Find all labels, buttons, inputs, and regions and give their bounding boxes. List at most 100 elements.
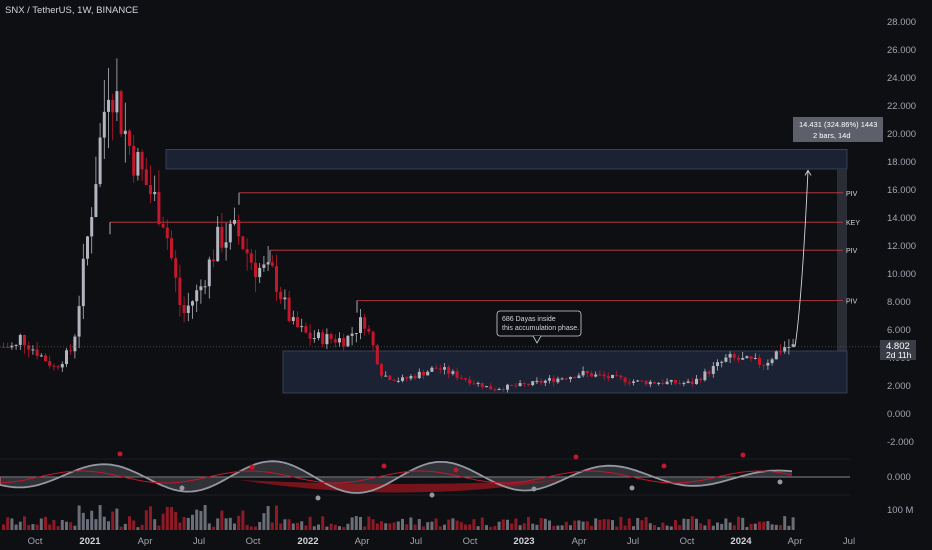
oscillator-signal-dot [179,485,185,491]
volume-bar [774,524,778,530]
volume-bar [430,521,434,530]
volume-bar [329,523,333,530]
volume-bar [296,522,299,530]
candle-body [674,380,677,384]
volume-bar [321,516,325,530]
volume-bar [514,518,518,530]
measure-box [793,117,883,142]
projection-arrowhead [804,169,812,176]
price-axis[interactable]: 28.000 26.000 24.000 22.000 20.000 18.000 16.0… [887,17,916,516]
symbol-title: SNX / TetherUS, 1W, BINANCE [5,5,138,16]
candle-body [455,371,459,378]
current-price-label: 4.802 [886,341,910,352]
candle-body [266,262,270,265]
candle-body [182,304,186,313]
candle-body [779,351,782,353]
oscillator-signal-dot [629,485,635,491]
oscillator-signal-dot [315,495,321,501]
candle-body [388,375,392,380]
candle-body [186,305,190,313]
candle-body [720,361,724,363]
oscillator-pane [0,451,850,501]
volume-bar [241,510,245,530]
time-tick: Apr [572,536,587,547]
oscillator-signal-dot [117,451,123,457]
time-axis[interactable]: Oct 2021 Apr Jul Oct 2022 Apr Jul Oct 2023 Apr Jul O… [28,536,855,547]
candle-body [73,336,77,352]
volume-bar [606,519,610,530]
candle-body [308,332,312,339]
volume-bar [501,519,505,530]
candle-body [497,389,501,391]
candle-body [140,151,144,170]
candle-body [191,301,194,306]
volume-bar [636,518,640,530]
volume-bar [346,523,350,530]
volume-bar [212,526,215,530]
candle-body [56,366,60,368]
volume-bar [787,525,791,530]
time-tick: Oct [28,536,43,547]
candle-body [783,347,787,352]
volume-bar [392,522,396,530]
candle-body [623,377,627,383]
volume-bar [758,521,761,530]
volume-bar [409,517,413,530]
candle-body [233,219,236,224]
zone-bridge [837,169,847,351]
oscillator-signal-dot [531,486,537,492]
volume-bar [14,524,18,530]
volume-bar [86,519,89,530]
candle-body [98,137,102,185]
candle-body [178,277,182,305]
volume-bar [73,525,77,530]
volume-bar [35,524,39,530]
candle-body [384,375,388,377]
volume-bar [2,524,5,530]
volume-bar [56,526,60,530]
volume-bar [304,525,308,530]
candle-body [611,374,614,379]
volume-bar [380,521,383,530]
oscillator-signal-dot [381,463,387,469]
candle-body [228,223,232,243]
price-tick: 16.000 [887,185,916,196]
candle-body [724,357,728,362]
candle-body [359,317,362,333]
candle-body [199,286,203,291]
volume-bar [102,516,106,530]
volume-bar [657,527,661,530]
countdown-label: 2d 11h [886,350,912,360]
volume-bar [443,524,446,530]
volume-bar [39,518,43,530]
volume-bar [308,516,312,530]
candle-body [392,379,396,381]
volume-bar [283,519,287,530]
volume-bar [388,523,392,530]
annotations-layer [0,169,880,348]
volume-bar [485,525,488,530]
candle-body [346,335,350,347]
candle-body [430,367,434,372]
volume-bar [518,525,522,530]
candle-body [296,317,299,327]
price-tick: 0.000 [887,409,911,420]
price-tick: 28.000 [887,17,916,28]
volume-bar [119,526,123,530]
candle-body [237,219,241,237]
callout-box [496,310,582,337]
candle-body [501,389,505,391]
volume-bar [413,524,417,530]
time-tick: 2021 [79,536,101,547]
candle-body [476,382,480,384]
volume-bar [300,521,304,530]
candle-body [615,374,619,376]
volume-bar [195,509,199,530]
candle-body [438,368,442,370]
candle-body [522,383,526,385]
levels-layer: PIV KEY PIV PIV [109,191,860,313]
candle-body [606,376,610,379]
volume-bar [65,521,68,530]
oscillator-red-fill [240,480,560,493]
